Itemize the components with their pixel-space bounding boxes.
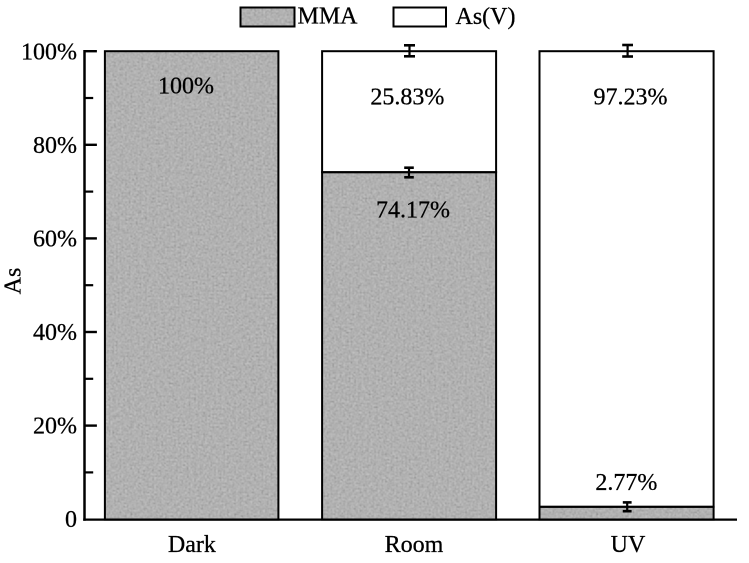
svg-text:Dark: Dark	[168, 532, 216, 558]
svg-text:80%: 80%	[33, 133, 77, 159]
svg-text:UV: UV	[611, 532, 646, 558]
svg-text:100%: 100%	[158, 74, 214, 100]
svg-text:60%: 60%	[33, 226, 77, 252]
svg-text:97.23%: 97.23%	[594, 85, 668, 111]
svg-text:40%: 40%	[33, 320, 77, 346]
svg-text:25.83%: 25.83%	[370, 85, 444, 111]
svg-text:0: 0	[65, 507, 77, 533]
svg-text:74.17%: 74.17%	[376, 198, 450, 224]
svg-text:As(V): As(V)	[456, 4, 516, 30]
svg-text:As: As	[1, 268, 27, 295]
svg-text:20%: 20%	[33, 414, 77, 440]
svg-text:2.77%: 2.77%	[595, 470, 657, 496]
svg-text:Room: Room	[385, 532, 444, 558]
svg-text:100%: 100%	[21, 40, 77, 66]
svg-text:MMA: MMA	[298, 3, 359, 29]
